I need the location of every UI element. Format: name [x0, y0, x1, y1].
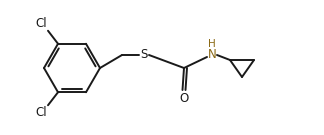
Text: S: S — [140, 48, 148, 62]
Text: Cl: Cl — [35, 17, 47, 30]
Text: H: H — [208, 39, 216, 49]
Text: Cl: Cl — [35, 106, 47, 119]
Text: O: O — [179, 92, 189, 105]
Text: N: N — [208, 48, 216, 62]
